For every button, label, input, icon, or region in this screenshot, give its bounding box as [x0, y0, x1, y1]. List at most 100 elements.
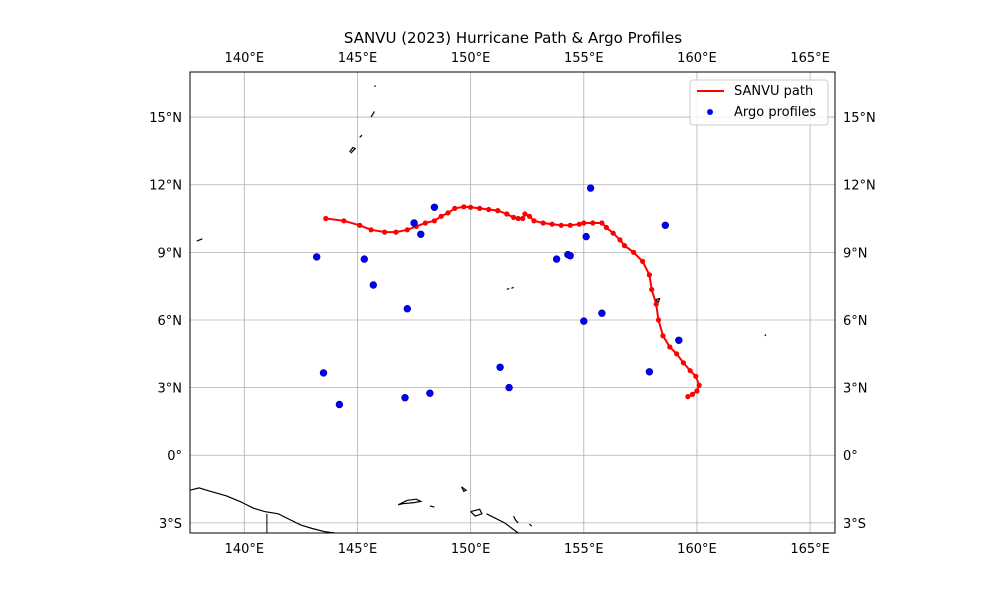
hurricane-path-line: [325, 205, 701, 398]
hurricane-path-point: [504, 211, 510, 217]
lon-tick-label-bottom: 150°E: [451, 542, 491, 557]
coastline: [349, 146, 357, 154]
argo-profile-point: [566, 251, 574, 260]
hurricane-path-point: [357, 222, 363, 228]
hurricane-path-point: [603, 224, 610, 231]
argo-profile-point: [319, 369, 328, 377]
lon-tick-label-bottom: 160°E: [677, 542, 717, 557]
hurricane-path-point: [640, 258, 646, 264]
plot-frame: [189, 71, 836, 534]
hurricane-path-point: [649, 286, 655, 293]
hurricane-path-layer: [323, 204, 702, 400]
lon-tick-label-bottom: 155°E: [564, 542, 604, 557]
coastline: [529, 523, 533, 527]
coastline: [461, 486, 468, 493]
hurricane-path-point: [581, 220, 587, 226]
lat-tick-label-right: 12°N: [843, 179, 876, 194]
hurricane-path-point: [323, 215, 329, 222]
hurricane-path-point: [486, 206, 492, 213]
lat-tick-label-right: 0°: [843, 449, 858, 464]
lat-tick-label-right: 15°N: [843, 111, 876, 126]
lat-tick-label-left: 0°: [167, 449, 182, 464]
argo-profile-point: [369, 281, 377, 289]
hurricane-path-point: [646, 272, 653, 278]
argo-profile-point: [417, 230, 425, 238]
coastline: [359, 134, 363, 138]
hurricane-path-point: [368, 227, 374, 233]
argo-profile-point: [430, 203, 439, 211]
argo-profile-point: [410, 219, 418, 227]
coastline: [513, 515, 519, 524]
coastline: [486, 513, 519, 533]
hurricane-path-point: [526, 213, 533, 219]
argo-profile-point: [552, 255, 561, 263]
hurricane-path-point: [653, 301, 659, 307]
lat-tick-label-left: 9°N: [158, 246, 183, 261]
argo-profile-point: [645, 368, 654, 376]
hurricane-path-point: [660, 333, 666, 339]
hurricane-path-point: [431, 218, 437, 224]
argo-profile-point: [586, 184, 595, 192]
hurricane-path-point: [689, 391, 696, 397]
coastline: [654, 297, 661, 303]
hurricane-path-point: [667, 344, 673, 350]
lat-tick-label-right: 3°N: [843, 382, 868, 397]
lon-tick-label-top: 140°E: [225, 51, 265, 66]
argo-profile-point: [675, 336, 683, 344]
legend-box: [689, 79, 829, 126]
lon-tick-label-top: 155°E: [564, 51, 604, 66]
gridlines: [190, 72, 835, 533]
lon-tick-label-bottom: 140°E: [225, 542, 265, 557]
hurricane-path-point: [522, 211, 528, 217]
lat-tick-label-right: 6°N: [843, 314, 868, 329]
hurricane-path-point: [468, 204, 474, 210]
hurricane-path-point: [495, 208, 501, 214]
lat-tick-label-left: 3°S: [159, 517, 182, 532]
legend-path-label: SANVU path: [734, 84, 813, 99]
hurricane-path-point: [382, 229, 388, 235]
hurricane-path-point: [696, 382, 702, 388]
argo-profile-point: [401, 394, 409, 402]
coastline: [370, 111, 375, 118]
hurricane-path-point: [549, 221, 555, 227]
argo-profile-point: [403, 305, 411, 313]
hurricane-path-point: [477, 205, 483, 211]
argo-profile-point: [313, 253, 321, 261]
axis-tick-labels: 140°E 140°E 145°E 145°E 150°E 150°E 155°E 155°E…: [149, 51, 876, 557]
hurricane-path-point: [520, 215, 526, 222]
lon-tick-label-top: 165°E: [790, 51, 830, 66]
lon-tick-label-top: 145°E: [338, 51, 378, 66]
hurricane-path-point: [685, 394, 691, 400]
lon-tick-label-top: 160°E: [677, 51, 717, 66]
coastlines: [190, 85, 767, 533]
hurricane-path-point: [438, 213, 444, 219]
hurricane-path-point: [540, 220, 546, 226]
argo-profile-point: [426, 389, 434, 397]
hurricane-path-point: [461, 204, 467, 210]
hurricane-path-point: [404, 227, 410, 233]
coastline: [470, 508, 483, 517]
argo-profile-point: [582, 232, 590, 241]
lon-tick-label-bottom: 165°E: [790, 542, 830, 557]
lat-tick-label-left: 6°N: [158, 314, 183, 329]
coastline: [190, 487, 335, 533]
legend-argo-label: Argo profiles: [734, 105, 816, 120]
hurricane-path-point: [693, 373, 699, 379]
hurricane-path-point: [687, 368, 693, 374]
coastline: [429, 505, 435, 508]
argo-profile-point: [335, 400, 344, 409]
hurricane-path-point: [393, 229, 399, 235]
hurricane-path-point: [680, 360, 687, 366]
hurricane-path-point: [674, 351, 680, 357]
hurricane-path-point: [655, 317, 662, 323]
hurricane-path-point: [599, 220, 605, 226]
hurricane-path-point: [576, 221, 582, 227]
hurricane-path-point: [631, 249, 637, 255]
hurricane-path-point: [445, 210, 451, 216]
hurricane-path-point: [621, 243, 628, 249]
lon-tick-label-bottom: 145°E: [338, 542, 378, 557]
coastline: [506, 287, 510, 291]
map-title: SANVU (2023) Hurricane Path & Argo Profi…: [344, 29, 682, 47]
argo-profiles-layer: [313, 184, 683, 409]
legend-argo-swatch: [707, 109, 713, 115]
